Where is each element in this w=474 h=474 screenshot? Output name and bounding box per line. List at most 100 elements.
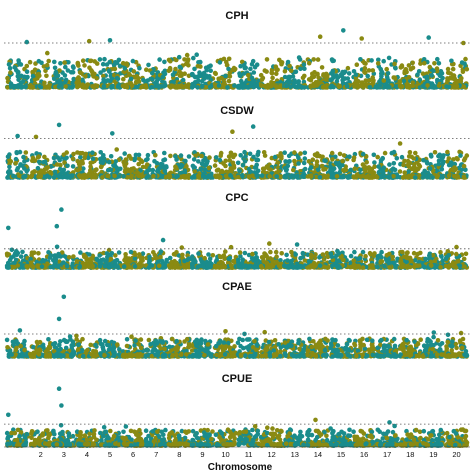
snp-point bbox=[337, 151, 343, 157]
snp-point bbox=[207, 84, 213, 90]
peak-point bbox=[24, 39, 30, 45]
snp-point bbox=[446, 162, 452, 168]
snp-point bbox=[264, 84, 269, 90]
snp-point bbox=[173, 84, 178, 90]
snp-point bbox=[268, 84, 273, 89]
snp-point bbox=[436, 83, 442, 88]
snp-point bbox=[207, 173, 213, 179]
snp-point bbox=[375, 264, 380, 270]
snp-point bbox=[331, 84, 336, 90]
snp-point bbox=[451, 168, 456, 173]
snp-point bbox=[64, 155, 69, 161]
snp-point bbox=[330, 157, 335, 162]
snp-point bbox=[381, 165, 386, 171]
snp-point bbox=[182, 258, 187, 264]
snp-point bbox=[172, 265, 178, 270]
snp-point bbox=[311, 264, 317, 270]
snp-point bbox=[137, 65, 142, 71]
snp-point bbox=[186, 84, 191, 89]
snp-point bbox=[283, 168, 289, 173]
snp-point bbox=[226, 256, 232, 262]
snp-point bbox=[51, 76, 57, 81]
snp-point bbox=[143, 83, 148, 88]
snp-point bbox=[120, 60, 126, 66]
snp-point bbox=[253, 259, 259, 264]
snp-point bbox=[167, 263, 173, 269]
snp-point bbox=[45, 50, 50, 56]
snp-point bbox=[222, 264, 227, 270]
snp-point bbox=[129, 173, 134, 178]
snp-point bbox=[416, 162, 422, 168]
snp-point bbox=[403, 67, 409, 72]
snp-point bbox=[367, 250, 373, 256]
snp-point bbox=[316, 75, 321, 80]
snp-point bbox=[116, 83, 121, 88]
snp-point bbox=[192, 80, 198, 85]
snp-point bbox=[296, 55, 302, 60]
snp-point bbox=[438, 264, 443, 270]
snp-point bbox=[128, 249, 134, 255]
snp-point bbox=[461, 84, 467, 90]
snp-point bbox=[254, 162, 259, 168]
snp-point bbox=[461, 163, 467, 169]
snp-point bbox=[296, 155, 301, 161]
snp-point bbox=[12, 65, 17, 70]
snp-point bbox=[351, 263, 357, 269]
snp-point bbox=[408, 66, 414, 72]
snp-point bbox=[55, 155, 61, 160]
snp-point bbox=[122, 151, 127, 156]
snp-point bbox=[161, 83, 167, 89]
snp-point bbox=[155, 83, 160, 88]
snp-point bbox=[144, 67, 149, 72]
snp-point bbox=[198, 64, 203, 69]
snp-point bbox=[20, 264, 25, 270]
snp-point bbox=[251, 70, 257, 75]
snp-point bbox=[330, 173, 336, 179]
snp-point bbox=[213, 71, 218, 76]
snp-point bbox=[371, 152, 377, 158]
snp-point bbox=[274, 84, 279, 90]
snp-point bbox=[97, 57, 103, 62]
snp-point bbox=[80, 336, 85, 342]
snp-point bbox=[174, 250, 179, 255]
snp-point bbox=[35, 263, 40, 268]
snp-point bbox=[64, 150, 69, 155]
snp-point bbox=[322, 173, 327, 179]
snp-point bbox=[149, 70, 155, 76]
snp-point bbox=[102, 264, 108, 269]
snp-point bbox=[175, 173, 180, 179]
snp-point bbox=[78, 155, 83, 160]
snp-point bbox=[199, 84, 205, 89]
snp-point bbox=[243, 263, 249, 269]
snp-point bbox=[20, 352, 26, 357]
snp-point bbox=[334, 253, 339, 258]
snp-point bbox=[429, 73, 435, 78]
snp-point bbox=[221, 56, 227, 62]
snp-point bbox=[208, 68, 213, 73]
snp-point bbox=[13, 160, 18, 166]
snp-point bbox=[196, 173, 201, 179]
snp-point bbox=[246, 72, 251, 78]
snp-point bbox=[56, 251, 61, 257]
snp-point bbox=[340, 158, 345, 164]
snp-point bbox=[463, 251, 469, 257]
snp-point bbox=[63, 64, 68, 70]
snp-point bbox=[126, 71, 132, 77]
snp-point bbox=[67, 85, 73, 90]
snp-point bbox=[288, 174, 293, 179]
snp-point bbox=[240, 257, 246, 263]
snp-point bbox=[287, 79, 293, 85]
snp-point bbox=[213, 174, 219, 179]
snp-point bbox=[228, 173, 233, 178]
snp-point bbox=[365, 73, 371, 79]
snp-point bbox=[9, 84, 14, 89]
snp-point bbox=[449, 58, 454, 64]
snp-point bbox=[28, 263, 33, 268]
snp-point bbox=[36, 58, 42, 64]
snp-point bbox=[15, 70, 21, 76]
snp-point bbox=[457, 263, 463, 269]
snp-point bbox=[250, 251, 255, 257]
snp-point bbox=[190, 265, 195, 270]
snp-point bbox=[424, 74, 430, 80]
snp-point bbox=[101, 73, 106, 79]
